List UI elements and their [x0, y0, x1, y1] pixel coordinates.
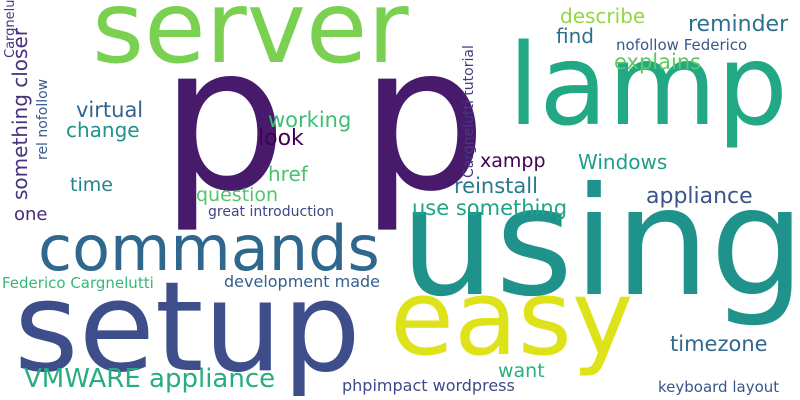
word-phpimpact-wordpress: phpimpact wordpress	[342, 376, 515, 395]
word-easy: easy	[390, 257, 634, 379]
word-nofollow-federico: nofollow Federico	[616, 36, 748, 54]
word-reminder: reminder	[688, 12, 789, 37]
word-windows: Windows	[578, 150, 668, 174]
word-virtual: virtual	[76, 98, 144, 122]
word-working: working	[268, 108, 352, 132]
word-cargnelutti-tutorial: Cargnelutti tutorial	[461, 45, 477, 178]
word-federico-cargnelutti: Federico Cargnelutti	[2, 274, 154, 292]
word-use-something: use something	[412, 196, 568, 220]
word-rel-nofollow: rel nofollow	[35, 78, 51, 160]
word-server: server	[92, 0, 409, 86]
word-want: want	[498, 360, 545, 382]
word-great-introduction: great introduction	[208, 204, 335, 220]
word-describe: describe	[560, 4, 646, 28]
word-look: look	[258, 126, 304, 151]
word-keyboard-layout: keyboard layout	[658, 378, 780, 396]
word-find: find	[556, 24, 594, 48]
word-commands: commands	[38, 212, 380, 285]
word-xampp: xampp	[480, 150, 546, 172]
word-appliance: appliance	[646, 184, 753, 209]
word-p-left: p	[160, 3, 287, 236]
word-reinstall: reinstall	[454, 174, 538, 198]
word-one: one	[14, 204, 48, 225]
word-p-right: p	[360, 3, 487, 236]
word-change: change	[66, 118, 140, 142]
word-vmware-appliance: VMWARE appliance	[24, 364, 276, 394]
word-explains: explains	[614, 50, 702, 74]
word-development-made: development made	[224, 272, 381, 291]
word-setup: setup	[14, 256, 361, 400]
word-href: href	[268, 162, 308, 186]
word-timezone: timezone	[670, 332, 768, 356]
word-lamp: lamp	[508, 21, 788, 151]
word-using: using	[400, 156, 800, 330]
word-question: question	[196, 184, 279, 206]
word-time: time	[70, 174, 113, 196]
word-cargnelutti: Cargnelutti	[3, 0, 18, 58]
